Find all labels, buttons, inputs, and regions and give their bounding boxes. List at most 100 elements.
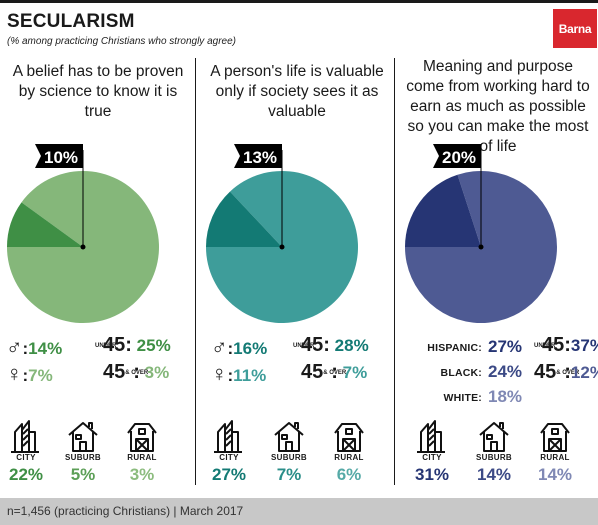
pie-slice-agree: [405, 174, 481, 247]
under45-stat: UNDER45:37%: [534, 334, 598, 357]
male-stat: ♂:14%: [6, 334, 62, 360]
age-45: 45: [301, 334, 324, 356]
city-shape: [214, 420, 242, 453]
question-text: A person's life is valuable only if soci…: [210, 63, 384, 120]
city-icon: [209, 418, 249, 454]
suburb-icon: [474, 418, 514, 454]
barn-window: [551, 428, 559, 435]
black-value: 24%: [488, 362, 523, 381]
age-45: 45: [103, 334, 126, 356]
house-window: [486, 434, 493, 440]
column-divider: [394, 58, 395, 485]
house-window: [75, 434, 82, 440]
callout-value: 10%: [44, 148, 78, 167]
male-icon: ♂: [211, 334, 228, 359]
house-shape: [68, 422, 98, 452]
age-45: 45: [301, 361, 324, 383]
over45-stat: 45& OVER: 7%: [301, 361, 367, 384]
rural-icon: [329, 418, 369, 454]
white-value: 18%: [488, 387, 523, 406]
center-dot: [478, 244, 484, 250]
hispanic-label: HISPANIC:: [427, 342, 482, 354]
column-meaning-purpose: Meaning and purpose come from working ha…: [398, 0, 598, 490]
under-label: UNDER: [95, 343, 117, 349]
over45-value: 7%: [342, 363, 368, 382]
pie-slice-agree: [7, 202, 83, 247]
city-icon: [6, 418, 46, 454]
under45-value: 25%: [136, 336, 171, 355]
age-45: 45: [103, 361, 126, 383]
colon: :: [564, 361, 571, 383]
female-stat: ♀:11%: [211, 361, 266, 387]
over45-stat: 45& OVER:12%: [534, 361, 598, 384]
female-stat: ♀:7%: [6, 361, 53, 387]
male-value: 14%: [28, 339, 63, 358]
black-label: BLACK:: [440, 367, 482, 379]
over45-value: 12%: [570, 363, 598, 382]
city-value: 31%: [414, 465, 450, 484]
colon: :: [125, 334, 132, 356]
callout-value: 13%: [243, 148, 277, 167]
suburb-icon: [63, 418, 103, 454]
barn-shape: [127, 423, 157, 452]
question-text: Meaning and purpose come from working ha…: [406, 58, 590, 155]
suburb-label: SUBURB: [270, 453, 308, 462]
city-value: 27%: [211, 465, 247, 484]
city-label: CITY: [16, 453, 36, 462]
footer-bar: n=1,456 (practicing Christians) | March …: [0, 498, 598, 525]
city-label: CITY: [422, 453, 442, 462]
suburb-label: SUBURB: [475, 453, 513, 462]
house-window: [281, 434, 288, 440]
barn-shape: [334, 423, 364, 452]
colon: :: [22, 339, 29, 358]
pie-slice-agree: [206, 191, 282, 247]
house-shape: [274, 422, 304, 452]
city-icon: [412, 418, 452, 454]
under-label: UNDER: [293, 343, 315, 349]
female-icon: ♀: [6, 361, 23, 386]
column-science: A belief has to be proven by science to …: [0, 0, 196, 490]
city-value: 22%: [8, 465, 44, 484]
rural-icon: [535, 418, 575, 454]
under-label: UNDER: [534, 343, 556, 349]
rural-icon: [122, 418, 162, 454]
hispanic-value: 27%: [488, 337, 523, 356]
column-life-value: A person's life is valuable only if soci…: [199, 0, 395, 490]
column-divider: [195, 58, 196, 485]
colon: :: [22, 366, 29, 385]
city-detail: [428, 428, 435, 447]
brand-logo: Barna: [553, 9, 597, 48]
pie-chart: 20%: [405, 144, 557, 323]
over45-stat: 45& OVER: 3%: [103, 361, 169, 384]
rural-value: 3%: [129, 465, 155, 484]
center-dot: [279, 244, 285, 250]
colon: :: [323, 334, 330, 356]
suburb-icon: [269, 418, 309, 454]
male-stat: ♂:16%: [211, 334, 267, 360]
barn-window: [345, 428, 353, 435]
colon: :: [133, 361, 140, 383]
city-shape: [417, 420, 445, 453]
colon: :: [331, 361, 338, 383]
colon: :: [227, 366, 234, 385]
pie-chart: 13%: [206, 144, 358, 323]
rural-value: 14%: [537, 465, 573, 484]
female-icon: ♀: [211, 361, 228, 386]
age-45: 45: [534, 361, 557, 383]
callout-value: 20%: [442, 148, 476, 167]
center-dot: [80, 244, 86, 250]
under45-value: 37%: [570, 336, 598, 355]
callout-flag: [234, 144, 282, 168]
callout-flag: [35, 144, 83, 168]
suburb-value: 7%: [276, 465, 302, 484]
top-rule: [0, 0, 598, 3]
question-text: A belief has to be proven by science to …: [12, 63, 184, 120]
rural-value: 6%: [336, 465, 362, 484]
male-value: 16%: [233, 339, 268, 358]
suburb-value: 5%: [70, 465, 96, 484]
barn-shape: [540, 423, 570, 452]
suburb-label: SUBURB: [64, 453, 102, 462]
under45-stat: UNDER45: 25%: [95, 334, 171, 357]
rural-label: RURAL: [127, 453, 157, 462]
female-value: 11%: [233, 366, 267, 385]
